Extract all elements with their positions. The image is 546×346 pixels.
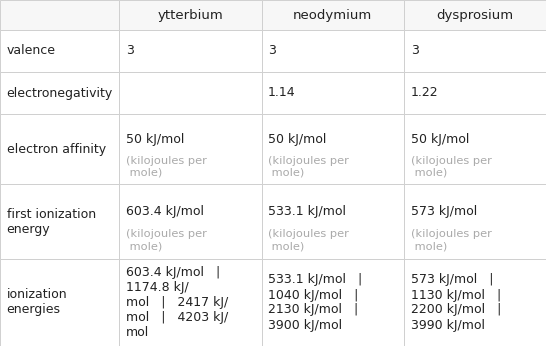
Text: 533.1 kJ/mol: 533.1 kJ/mol	[268, 205, 346, 218]
Bar	[262, 0, 404, 30]
Bar	[262, 72, 404, 114]
Bar	[0, 72, 119, 114]
Text: neodymium: neodymium	[293, 9, 372, 21]
Text: 3: 3	[268, 45, 276, 57]
Bar	[404, 0, 546, 30]
Bar	[262, 259, 404, 346]
Bar	[119, 184, 262, 259]
Text: 573 kJ/mol: 573 kJ/mol	[411, 205, 477, 218]
Bar	[262, 184, 404, 259]
Text: 3: 3	[126, 45, 133, 57]
Text: (kilojoules per
 mole): (kilojoules per mole)	[126, 156, 206, 177]
Text: 50 kJ/mol: 50 kJ/mol	[268, 134, 327, 146]
Text: 1.22: 1.22	[411, 86, 438, 100]
Bar	[0, 259, 119, 346]
Bar	[0, 30, 119, 72]
Text: electron affinity: electron affinity	[7, 143, 106, 155]
Text: 533.1 kJ/mol   |
1040 kJ/mol   |
2130 kJ/mol   |
3900 kJ/mol: 533.1 kJ/mol | 1040 kJ/mol | 2130 kJ/mol…	[268, 273, 363, 331]
Text: ionization
energies: ionization energies	[7, 289, 67, 317]
Bar	[119, 30, 262, 72]
Bar	[262, 114, 404, 184]
Bar	[0, 0, 119, 30]
Text: 1.14: 1.14	[268, 86, 296, 100]
Text: 573 kJ/mol   |
1130 kJ/mol   |
2200 kJ/mol   |
3990 kJ/mol: 573 kJ/mol | 1130 kJ/mol | 2200 kJ/mol |…	[411, 273, 501, 331]
Bar	[404, 72, 546, 114]
Bar	[404, 184, 546, 259]
Bar	[0, 114, 119, 184]
Text: (kilojoules per
 mole): (kilojoules per mole)	[268, 229, 349, 251]
Text: first ionization
energy: first ionization energy	[7, 208, 96, 236]
Text: electronegativity: electronegativity	[7, 86, 113, 100]
Bar	[119, 114, 262, 184]
Text: ytterbium: ytterbium	[157, 9, 223, 21]
Bar	[119, 72, 262, 114]
Text: dysprosium: dysprosium	[436, 9, 514, 21]
Text: 3: 3	[411, 45, 418, 57]
Text: 50 kJ/mol: 50 kJ/mol	[126, 134, 184, 146]
Bar	[404, 259, 546, 346]
Text: (kilojoules per
 mole): (kilojoules per mole)	[126, 229, 206, 251]
Bar	[262, 30, 404, 72]
Text: 603.4 kJ/mol: 603.4 kJ/mol	[126, 205, 204, 218]
Text: (kilojoules per
 mole): (kilojoules per mole)	[411, 229, 491, 251]
Bar	[404, 30, 546, 72]
Bar	[0, 184, 119, 259]
Bar	[119, 259, 262, 346]
Bar	[404, 114, 546, 184]
Text: (kilojoules per
 mole): (kilojoules per mole)	[411, 156, 491, 177]
Text: valence: valence	[7, 45, 56, 57]
Text: 603.4 kJ/mol   |
1174.8 kJ/
mol   |   2417 kJ/
mol   |   4203 kJ/
mol: 603.4 kJ/mol | 1174.8 kJ/ mol | 2417 kJ/…	[126, 266, 228, 339]
Text: (kilojoules per
 mole): (kilojoules per mole)	[268, 156, 349, 177]
Text: 50 kJ/mol: 50 kJ/mol	[411, 134, 469, 146]
Bar	[119, 0, 262, 30]
